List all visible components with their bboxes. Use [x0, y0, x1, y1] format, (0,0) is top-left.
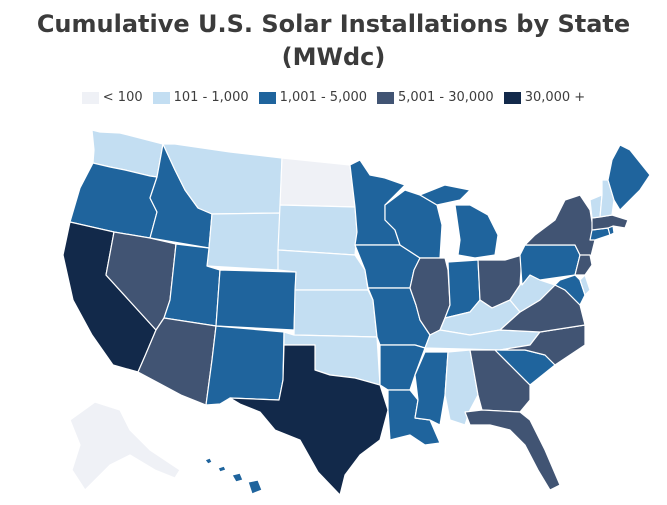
state-hi — [204, 457, 263, 495]
state-wy — [206, 212, 281, 271]
state-de — [579, 274, 591, 296]
state-ms — [414, 351, 449, 426]
state-tx — [229, 344, 389, 496]
legend-swatch — [258, 91, 276, 104]
state-ar — [379, 344, 426, 391]
state-nm — [205, 325, 285, 406]
legend-item-101-1000: 101 - 1,000 — [152, 90, 249, 105]
state-nc — [499, 324, 586, 366]
legend-swatch — [503, 91, 521, 104]
legend-label: 1,001 - 5,000 — [279, 90, 368, 105]
legend-swatch — [152, 91, 170, 104]
legend: < 100 101 - 1,000 1,001 - 5,000 5,001 - … — [0, 90, 667, 105]
state-nj — [574, 254, 593, 276]
legend-label: < 100 — [102, 90, 143, 105]
state-mi — [419, 184, 499, 259]
legend-label: 30,000 + — [524, 90, 586, 105]
state-la — [387, 389, 441, 446]
legend-item-over-30000: 30,000 + — [503, 90, 586, 105]
state-fl — [464, 409, 561, 491]
state-me — [607, 144, 651, 211]
title-line-2: (MWdc) — [281, 43, 386, 71]
legend-item-5001-30000: 5,001 - 30,000 — [377, 90, 494, 105]
legend-swatch — [81, 91, 99, 104]
legend-label: 5,001 - 30,000 — [398, 90, 494, 105]
title-line-1: Cumulative U.S. Solar Installations by S… — [36, 10, 631, 38]
state-nd — [279, 157, 356, 208]
map-title: Cumulative U.S. Solar Installations by S… — [0, 0, 667, 74]
state-co — [215, 269, 297, 331]
state-sd — [277, 204, 358, 256]
legend-item-under-100: < 100 — [81, 90, 143, 105]
state-ks — [293, 289, 378, 338]
legend-label: 101 - 1,000 — [173, 90, 249, 105]
state-ak — [69, 401, 181, 491]
legend-item-1001-5000: 1,001 - 5,000 — [258, 90, 368, 105]
legend-swatch — [377, 91, 395, 104]
state-ny — [524, 194, 596, 261]
